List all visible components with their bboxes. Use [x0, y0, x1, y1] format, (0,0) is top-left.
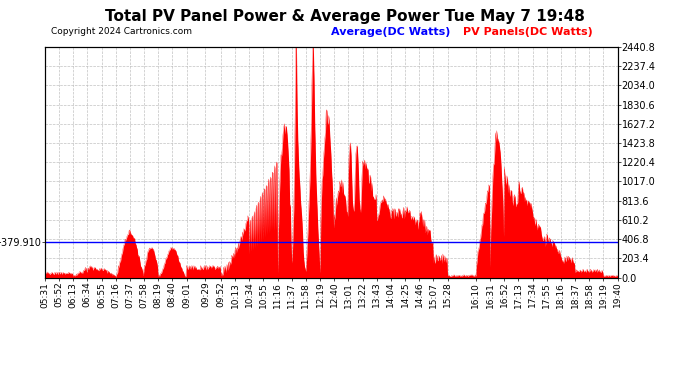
Text: Total PV Panel Power & Average Power Tue May 7 19:48: Total PV Panel Power & Average Power Tue…	[105, 9, 585, 24]
Text: Average(DC Watts): Average(DC Watts)	[331, 27, 451, 37]
Text: PV Panels(DC Watts): PV Panels(DC Watts)	[463, 27, 593, 37]
Text: Copyright 2024 Cartronics.com: Copyright 2024 Cartronics.com	[50, 27, 192, 36]
